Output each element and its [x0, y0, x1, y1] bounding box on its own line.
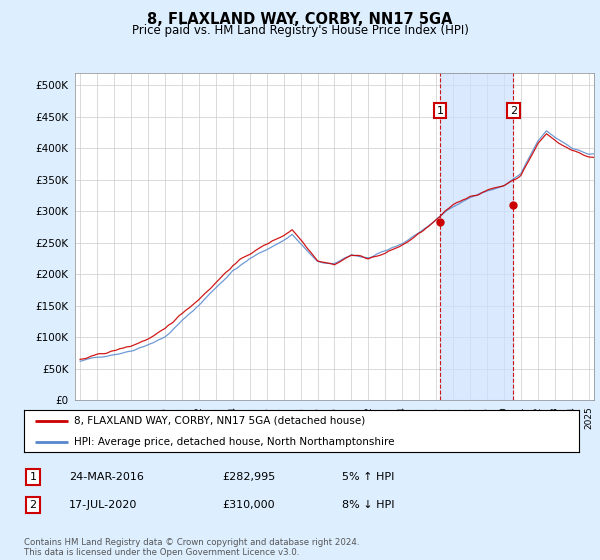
Text: £282,995: £282,995 — [222, 472, 275, 482]
Text: 2: 2 — [29, 500, 37, 510]
Text: 8, FLAXLAND WAY, CORBY, NN17 5GA: 8, FLAXLAND WAY, CORBY, NN17 5GA — [147, 12, 453, 27]
Text: 17-JUL-2020: 17-JUL-2020 — [69, 500, 137, 510]
Text: HPI: Average price, detached house, North Northamptonshire: HPI: Average price, detached house, Nort… — [74, 437, 394, 447]
Text: £310,000: £310,000 — [222, 500, 275, 510]
Text: Contains HM Land Registry data © Crown copyright and database right 2024.
This d: Contains HM Land Registry data © Crown c… — [24, 538, 359, 557]
Text: 5% ↑ HPI: 5% ↑ HPI — [342, 472, 394, 482]
Text: 2: 2 — [510, 106, 517, 115]
Text: 8% ↓ HPI: 8% ↓ HPI — [342, 500, 395, 510]
Text: 1: 1 — [29, 472, 37, 482]
Bar — [440, 73, 513, 400]
Text: 24-MAR-2016: 24-MAR-2016 — [69, 472, 144, 482]
Text: Price paid vs. HM Land Registry's House Price Index (HPI): Price paid vs. HM Land Registry's House … — [131, 24, 469, 37]
Text: 1: 1 — [436, 106, 443, 115]
Text: 8, FLAXLAND WAY, CORBY, NN17 5GA (detached house): 8, FLAXLAND WAY, CORBY, NN17 5GA (detach… — [74, 416, 365, 426]
